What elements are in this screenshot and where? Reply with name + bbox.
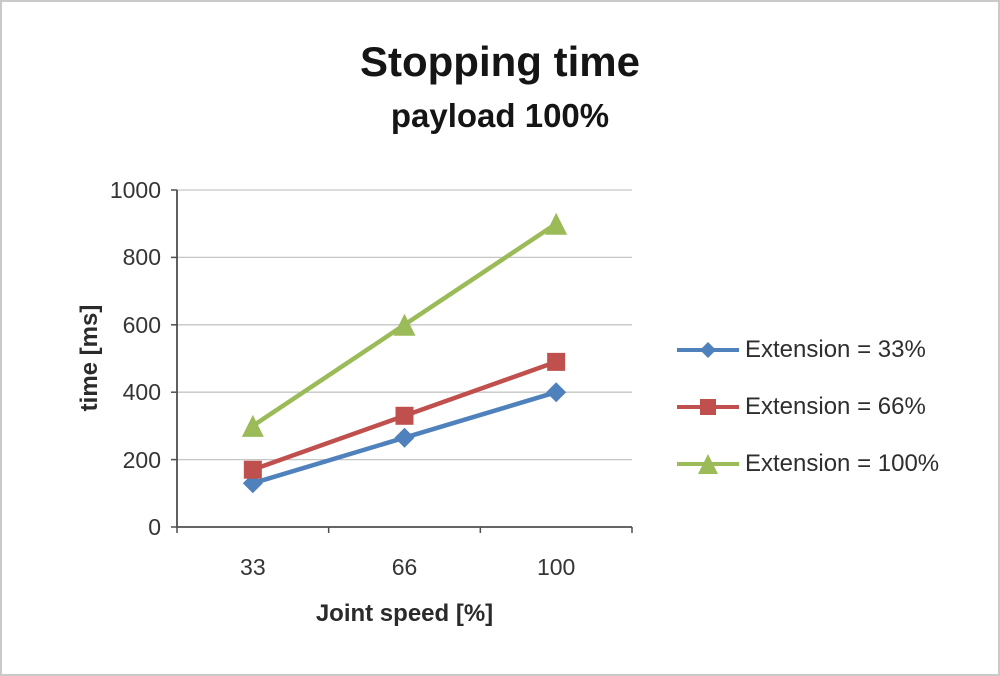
legend-diamond-marker: [700, 342, 716, 358]
legend-label: Extension = 100%: [745, 450, 940, 477]
x-axis-title: Joint speed [%]: [315, 600, 494, 627]
data-point-triangle-marker: [545, 212, 568, 235]
data-point-diamond-marker: [394, 427, 415, 448]
legend-triangle-marker: [698, 454, 718, 474]
legend-item: Extension = 66%: [676, 389, 939, 425]
x-tick-label: 33: [240, 554, 266, 580]
legend-item: Extension = 33%: [676, 332, 939, 368]
data-point-diamond-marker: [546, 382, 567, 403]
legend-square-marker: [700, 399, 716, 415]
y-tick-label: 0: [148, 514, 161, 540]
y-axis-title: time [ms]: [76, 304, 103, 412]
y-tick-label: 1000: [109, 177, 161, 203]
legend-square-icon: [677, 399, 739, 415]
chart-title: Stopping time: [360, 38, 640, 85]
legend-diamond-icon: [677, 342, 739, 358]
legend-triangle-icon: [677, 454, 739, 474]
data-point-square-marker: [243, 460, 262, 479]
legend-item: Extension = 100%: [676, 446, 939, 482]
y-tick-label: 800: [122, 244, 161, 271]
legend-label: Extension = 33%: [745, 336, 926, 363]
legend: Extension = 33% Extension = 66% Extension …: [676, 332, 939, 482]
data-point-square-marker: [547, 352, 566, 371]
chart-subtitle: payload 100%: [390, 97, 610, 134]
x-tick-label: 100: [536, 554, 576, 580]
y-tick-label: 400: [122, 379, 161, 406]
data-point-triangle-marker: [241, 414, 264, 437]
x-tick-label: 66: [391, 554, 418, 580]
legend-label: Extension = 66%: [745, 393, 926, 420]
y-tick-label: 600: [122, 311, 161, 338]
data-point-triangle-marker: [393, 313, 416, 336]
y-tick-label: 200: [122, 446, 161, 473]
data-point-square-marker: [395, 406, 414, 425]
